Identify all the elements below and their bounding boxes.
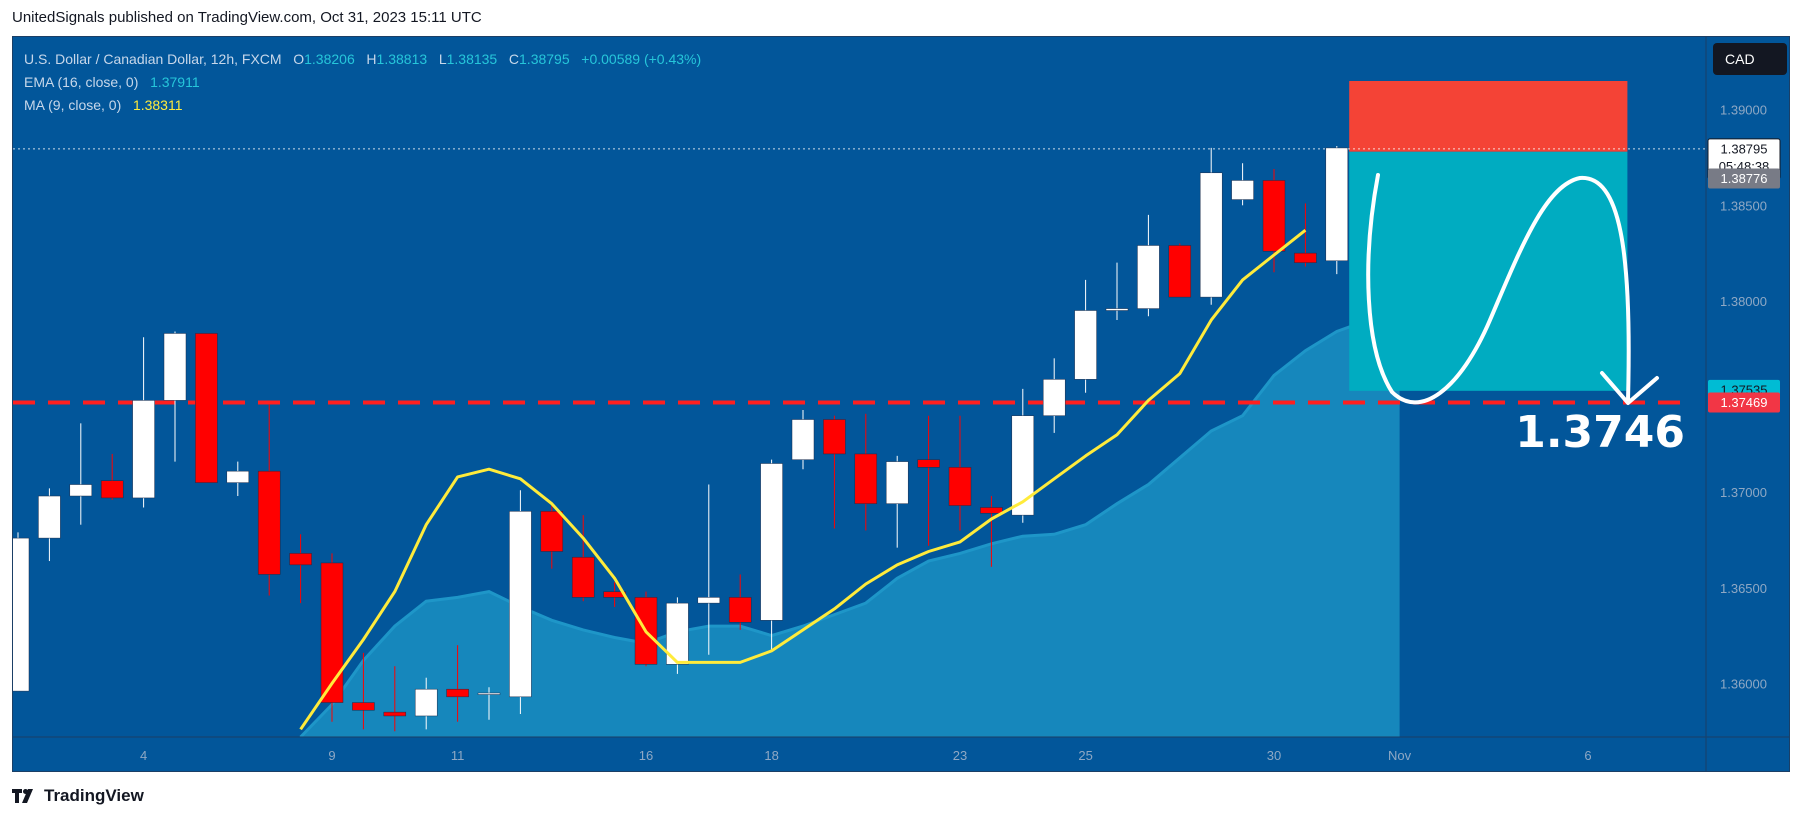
legend-close-value: 1.38795 [519, 51, 570, 67]
candle-body [885, 461, 909, 504]
candle-body [320, 562, 344, 703]
candle-body [163, 333, 187, 401]
footer-brand: TradingView [44, 786, 144, 805]
legend-ema-label: EMA (16, close, 0) [24, 74, 139, 90]
legend-ma-row[interactable]: MA (9, close, 0) 1.38311 [24, 94, 701, 117]
candle-body [1042, 379, 1066, 416]
candle-body [917, 459, 940, 468]
y-tick-label: 1.38000 [1720, 294, 1767, 309]
candle-body [195, 333, 218, 483]
legend-high-value: 1.38813 [376, 51, 428, 67]
candle-body [1074, 310, 1097, 380]
x-tick-label: Nov [1388, 748, 1412, 763]
candle-body [69, 484, 93, 497]
previous-close-badge [1708, 168, 1780, 189]
x-tick-label: 16 [639, 748, 653, 763]
legend-high-label: H [366, 51, 377, 67]
previous-close-label: 1.38776 [1721, 171, 1768, 186]
candle-body [1262, 180, 1286, 252]
ema-area-fill [300, 300, 1400, 737]
legend-open-label: O [293, 51, 305, 67]
candle-body [414, 688, 438, 717]
candle-body [38, 495, 61, 539]
legend-ma-label: MA (9, close, 0) [24, 97, 122, 113]
candle-body [948, 467, 972, 506]
legend-ema-row[interactable]: EMA (16, close, 0) 1.37911 [24, 71, 701, 94]
candle-body [1231, 180, 1254, 200]
candle-body [1011, 415, 1035, 516]
candle-body [980, 507, 1003, 514]
candle-body [791, 419, 815, 460]
y-tick-label: 1.36000 [1720, 676, 1767, 691]
candle-body [100, 480, 124, 499]
candle-body [1105, 308, 1129, 311]
x-tick-label: 11 [451, 748, 465, 763]
candle-body [571, 556, 595, 598]
y-tick-label: 1.39000 [1720, 103, 1767, 118]
candle-body [509, 511, 532, 698]
x-tick-label: 30 [1267, 748, 1281, 763]
projection-arrow-icon [1600, 371, 1659, 405]
candle-body [383, 711, 407, 717]
x-tick-label: 23 [953, 748, 967, 763]
candle-body [289, 553, 312, 566]
support-price-badge [1708, 392, 1780, 413]
candle-body [823, 419, 846, 455]
y-tick-label: 1.37000 [1720, 485, 1767, 500]
candle-body [226, 470, 250, 483]
projection-curve [1366, 173, 1631, 405]
legend-open-value: 1.38206 [304, 51, 355, 67]
legend-ema-value: 1.37911 [150, 74, 200, 90]
candle-body [352, 702, 375, 711]
current-price-label: 1.38795 [1721, 141, 1768, 156]
ema-line [299, 299, 1401, 737]
support-price-label: 1.37469 [1721, 395, 1768, 410]
candle-body [1168, 245, 1192, 298]
candle-body [13, 537, 30, 692]
candle-body [446, 688, 469, 698]
candle-body [257, 470, 281, 575]
candle-body [728, 597, 752, 623]
legend-low-value: 1.38135 [446, 51, 498, 67]
candle-body [540, 511, 564, 552]
currency-button[interactable]: CAD [1713, 43, 1787, 75]
x-tick-label: 6 [1584, 748, 1591, 763]
x-tick-label: 4 [140, 748, 147, 763]
y-tick-label: 1.36500 [1720, 581, 1767, 596]
candle-body [1294, 252, 1317, 263]
candle-body [854, 453, 878, 504]
candle-body [1137, 245, 1160, 309]
candle-body [132, 400, 155, 499]
stop-loss-zone [1349, 80, 1628, 152]
take-profit-zone [1349, 151, 1628, 391]
legend-symbol: U.S. Dollar / Canadian Dollar, 12h, FXCM [24, 51, 282, 67]
legend-change-value: +0.00589 (+0.43%) [581, 51, 702, 67]
target-annotation-label: 1.3746 [1515, 407, 1685, 458]
tradingview-logo-icon [12, 789, 33, 803]
candle-body [760, 463, 783, 621]
candle-body [1325, 147, 1349, 262]
legend-symbol-row: U.S. Dollar / Canadian Dollar, 12h, FXCM… [24, 48, 701, 71]
x-tick-label: 18 [764, 748, 778, 763]
y-tick-label: 1.38500 [1720, 198, 1767, 213]
candle-body [666, 602, 689, 665]
candle-body [477, 692, 501, 695]
ma-line [299, 229, 1307, 731]
legend-low-label: L [438, 51, 447, 67]
candle-body [697, 597, 721, 604]
chart-legend: U.S. Dollar / Canadian Dollar, 12h, FXCM… [24, 48, 701, 117]
legend-ma-value: 1.38311 [132, 97, 183, 113]
plot-area [13, 80, 1706, 737]
published-header: UnitedSignals published on TradingView.c… [12, 9, 482, 26]
x-tick-label: 9 [328, 748, 335, 763]
x-tick-label: 25 [1078, 748, 1092, 763]
candle-body [1199, 172, 1223, 298]
tradingview-logo[interactable]: TradingView [12, 786, 144, 806]
legend-close-label: C [508, 51, 520, 67]
